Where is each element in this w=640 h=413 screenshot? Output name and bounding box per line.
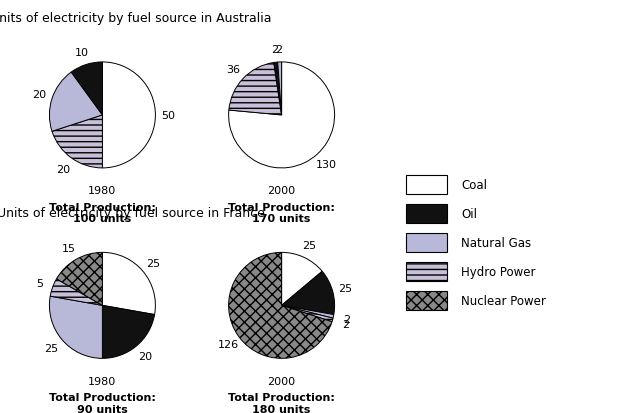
Wedge shape xyxy=(228,63,335,169)
Text: 2: 2 xyxy=(342,319,349,329)
Text: Nuclear Power: Nuclear Power xyxy=(461,294,546,307)
Wedge shape xyxy=(71,63,102,116)
Text: 36: 36 xyxy=(227,65,241,75)
Wedge shape xyxy=(50,279,102,306)
Text: 2000: 2000 xyxy=(268,186,296,196)
Text: Total Production:
100 units: Total Production: 100 units xyxy=(49,202,156,224)
Text: Total Production:
90 units: Total Production: 90 units xyxy=(49,392,156,413)
Bar xyxy=(406,292,447,310)
Text: Total Production:
170 units: Total Production: 170 units xyxy=(228,202,335,224)
Text: Units of electricity by fuel source in Australia: Units of electricity by fuel source in A… xyxy=(0,12,272,25)
Wedge shape xyxy=(102,253,156,315)
Bar xyxy=(406,263,447,281)
Text: 25: 25 xyxy=(303,241,317,251)
Text: 25: 25 xyxy=(45,343,59,353)
Text: 1980: 1980 xyxy=(88,376,116,386)
Text: 20: 20 xyxy=(56,164,70,174)
Bar xyxy=(406,234,447,252)
Bar xyxy=(406,176,447,194)
Text: 20: 20 xyxy=(33,90,47,100)
Text: 25: 25 xyxy=(339,284,353,294)
Wedge shape xyxy=(282,253,322,306)
Wedge shape xyxy=(282,306,334,318)
Text: 15: 15 xyxy=(62,243,76,254)
Wedge shape xyxy=(278,63,282,116)
Wedge shape xyxy=(52,116,102,169)
Text: Hydro Power: Hydro Power xyxy=(461,265,536,278)
Text: 126: 126 xyxy=(218,339,239,349)
Text: 50: 50 xyxy=(162,111,175,121)
Text: 130: 130 xyxy=(316,159,337,169)
Wedge shape xyxy=(282,272,335,315)
Text: 25: 25 xyxy=(146,258,160,268)
Wedge shape xyxy=(49,297,102,358)
Text: Units of electricity by fuel source in France: Units of electricity by fuel source in F… xyxy=(0,206,265,219)
Text: 2: 2 xyxy=(343,314,350,324)
Wedge shape xyxy=(102,306,155,358)
Wedge shape xyxy=(228,253,332,358)
Wedge shape xyxy=(56,253,102,306)
Text: Oil: Oil xyxy=(461,207,477,221)
Text: 2000: 2000 xyxy=(268,376,296,386)
Text: 2: 2 xyxy=(276,45,283,55)
Wedge shape xyxy=(282,306,333,322)
Text: 20: 20 xyxy=(138,351,152,361)
Text: 1980: 1980 xyxy=(88,186,116,196)
Wedge shape xyxy=(229,63,282,116)
Text: 2: 2 xyxy=(271,45,278,55)
Wedge shape xyxy=(49,73,102,132)
Text: 10: 10 xyxy=(75,48,89,58)
Text: Total Production:
180 units: Total Production: 180 units xyxy=(228,392,335,413)
Text: Natural Gas: Natural Gas xyxy=(461,236,531,249)
Wedge shape xyxy=(274,63,282,116)
Bar xyxy=(406,205,447,223)
Wedge shape xyxy=(102,63,156,169)
Text: Coal: Coal xyxy=(461,178,487,192)
Text: 5: 5 xyxy=(36,278,44,288)
